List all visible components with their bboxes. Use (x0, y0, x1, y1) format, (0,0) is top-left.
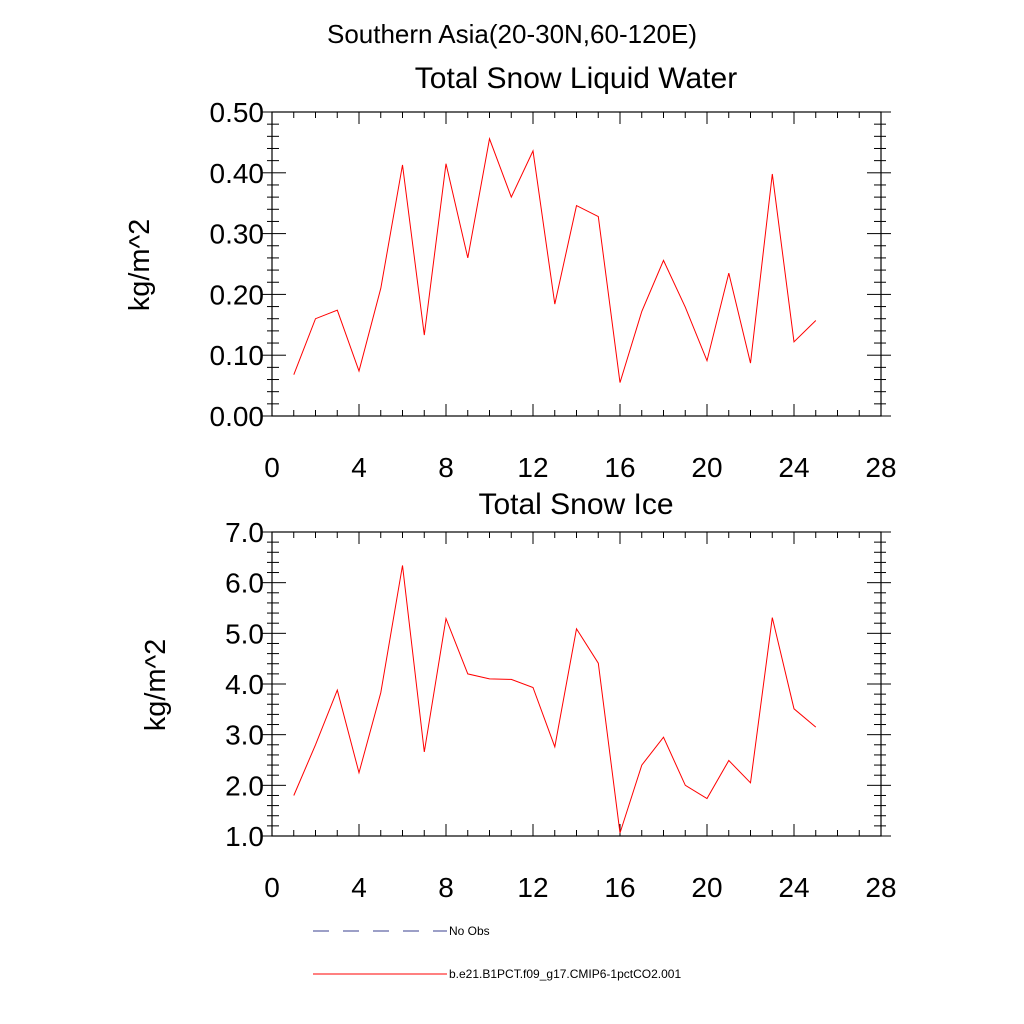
y-axis-label: kg/m^2 (140, 639, 172, 732)
series-line (293, 136, 817, 383)
legend: No Obs b.e21.B1PCT.f09_g17.CMIP6-1pctCO2… (313, 924, 681, 981)
x-tick-label: 24 (778, 452, 809, 483)
x-tick-label: 28 (865, 872, 896, 903)
plot-frame (271, 531, 882, 837)
y-tick-label: 0.40 (210, 158, 265, 189)
y-tick-label: 1.0 (225, 821, 264, 852)
x-tick-label: 12 (517, 872, 548, 903)
x-tick-label: 4 (351, 452, 367, 483)
y-tick-label: 0.30 (210, 219, 265, 250)
axis-tick-labels: 0 4 8 12 16 20 24 28 0.00 0.10 0.20 0.30 0.40 0.50 (210, 97, 897, 483)
series-group (293, 136, 817, 383)
x-tick-label: 0 (264, 872, 280, 903)
x-tick-label: 16 (604, 872, 635, 903)
axis-tick-labels: 0 4 8 12 16 20 24 28 1.0 2.0 3.0 4.0 5.0 6.0 7.0 (225, 517, 897, 903)
y-tick-label: 0.20 (210, 279, 265, 310)
panel-title: Total Snow Ice (478, 488, 673, 521)
y-tick-label: 4.0 (225, 669, 264, 700)
y-tick-label: 5.0 (225, 618, 264, 649)
series-group (293, 565, 817, 834)
y-tick-label: 6.0 (225, 568, 264, 599)
y-tick-label: 0.10 (210, 340, 265, 371)
axis-ticks (262, 531, 891, 837)
series-line (293, 565, 817, 834)
panel-title: Total Snow Liquid Water (415, 62, 737, 95)
x-tick-label: 20 (691, 452, 722, 483)
chart-panel-snow-liquid-water: Total Snow Liquid Water kg/m^2 0 4 8 12 16 20… (124, 62, 897, 483)
y-tick-label: 7.0 (225, 517, 264, 548)
legend-label-model: b.e21.B1PCT.f09_g17.CMIP6-1pctCO2.001 (449, 967, 681, 981)
suptitle: Southern Asia(20-30N,60-120E) (327, 19, 697, 49)
x-tick-label: 28 (865, 452, 896, 483)
legend-label-no-obs: No Obs (449, 924, 490, 938)
y-tick-label: 3.0 (225, 720, 264, 751)
x-tick-label: 4 (351, 872, 367, 903)
y-axis-label: kg/m^2 (124, 219, 156, 312)
y-tick-label: 0.00 (210, 401, 265, 432)
x-tick-label: 0 (264, 452, 280, 483)
chart-panel-snow-ice: Total Snow Ice kg/m^2 0 4 8 12 16 20 24 28 1.0 2.… (140, 488, 897, 903)
x-tick-label: 20 (691, 872, 722, 903)
x-tick-label: 8 (438, 452, 454, 483)
x-tick-label: 24 (778, 872, 809, 903)
x-tick-label: 16 (604, 452, 635, 483)
axis-ticks (262, 111, 891, 417)
x-tick-label: 12 (517, 452, 548, 483)
x-tick-label: 8 (438, 872, 454, 903)
y-tick-label: 2.0 (225, 770, 264, 801)
y-tick-label: 0.50 (210, 97, 265, 128)
plot-frame (271, 111, 882, 417)
